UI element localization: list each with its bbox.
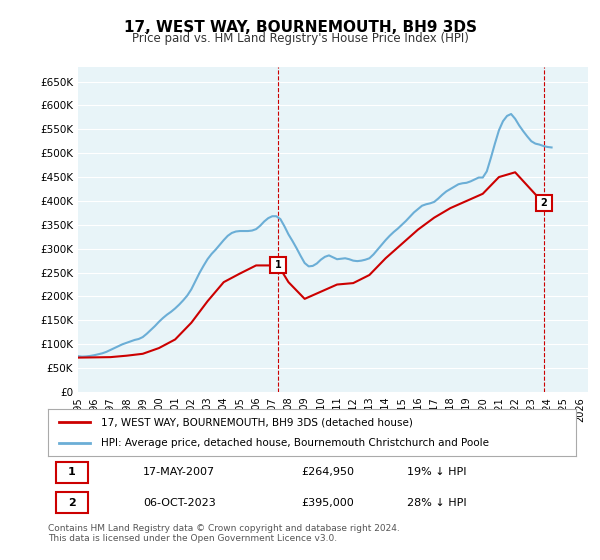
Text: 19% ↓ HPI: 19% ↓ HPI	[407, 467, 467, 477]
Text: Price paid vs. HM Land Registry's House Price Index (HPI): Price paid vs. HM Land Registry's House …	[131, 32, 469, 45]
Text: 17-MAY-2007: 17-MAY-2007	[143, 467, 215, 477]
Text: 1: 1	[275, 260, 281, 270]
FancyBboxPatch shape	[56, 461, 88, 483]
Text: 2: 2	[68, 498, 76, 508]
Text: Contains HM Land Registry data © Crown copyright and database right 2024.
This d: Contains HM Land Registry data © Crown c…	[48, 524, 400, 543]
Text: 06-OCT-2023: 06-OCT-2023	[143, 498, 216, 508]
Text: 17, WEST WAY, BOURNEMOUTH, BH9 3DS: 17, WEST WAY, BOURNEMOUTH, BH9 3DS	[124, 20, 476, 35]
Text: £395,000: £395,000	[301, 498, 354, 508]
Text: 28% ↓ HPI: 28% ↓ HPI	[407, 498, 467, 508]
Text: HPI: Average price, detached house, Bournemouth Christchurch and Poole: HPI: Average price, detached house, Bour…	[101, 438, 489, 448]
Text: £264,950: £264,950	[301, 467, 355, 477]
FancyBboxPatch shape	[56, 492, 88, 514]
Text: 17, WEST WAY, BOURNEMOUTH, BH9 3DS (detached house): 17, WEST WAY, BOURNEMOUTH, BH9 3DS (deta…	[101, 417, 413, 427]
Text: 2: 2	[540, 198, 547, 208]
Text: 1: 1	[68, 467, 76, 477]
